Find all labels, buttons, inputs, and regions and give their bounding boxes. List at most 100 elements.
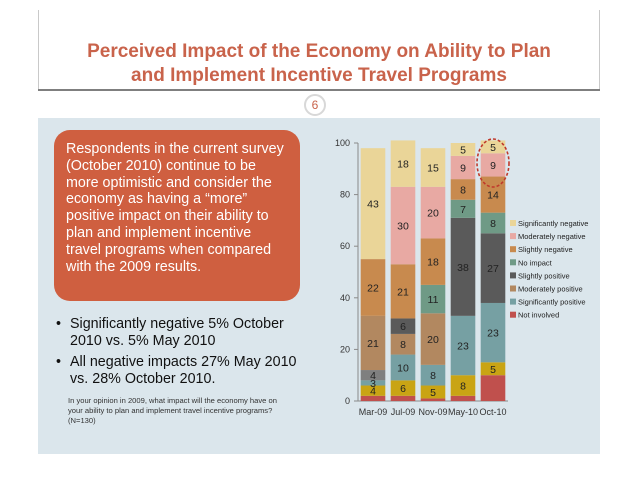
data-label: 8 xyxy=(400,339,406,351)
y-tick-label: 100 xyxy=(335,138,350,148)
bar-segment xyxy=(450,179,476,200)
data-label: 9 xyxy=(460,163,466,175)
data-label: 8 xyxy=(460,184,466,196)
bar-segment xyxy=(480,362,506,376)
data-label: 18 xyxy=(427,257,439,269)
bar-segment xyxy=(360,380,386,386)
data-label: 3 xyxy=(370,378,376,390)
legend-item: Slightly negative xyxy=(518,245,573,254)
bar-segment xyxy=(420,364,446,386)
data-label: 9 xyxy=(490,160,496,172)
data-label: 4 xyxy=(370,386,376,398)
data-label: 8 xyxy=(430,370,436,382)
bar-segment xyxy=(390,318,416,334)
bar-segment xyxy=(480,302,506,363)
legend-item: Significantly positive xyxy=(518,298,586,307)
callout-text: Respondents in the current survey (Octob… xyxy=(66,141,284,275)
bar-segment xyxy=(390,140,416,187)
bar-segment xyxy=(360,395,386,401)
bar-segment xyxy=(390,354,416,381)
footnote-line: In your opinion in 2009, what impact wil… xyxy=(68,396,277,405)
legend-item: Moderately positive xyxy=(518,285,583,294)
bar-segment xyxy=(360,315,386,371)
bar-segment xyxy=(480,233,506,303)
y-tick-label: 20 xyxy=(340,344,350,354)
bar-segment xyxy=(450,395,476,401)
summary-callout: Respondents in the current survey (Octob… xyxy=(54,130,300,301)
legend-item: Significantly negative xyxy=(518,219,588,228)
data-label: 8 xyxy=(490,218,496,230)
legend-swatch xyxy=(510,311,516,318)
data-label: 20 xyxy=(427,208,439,220)
y-tick-label: 60 xyxy=(340,241,350,251)
bar-segment xyxy=(420,385,446,399)
data-label: 23 xyxy=(487,328,499,340)
data-label: 14 xyxy=(487,190,499,202)
y-tick-label: 0 xyxy=(345,396,350,406)
bullet-item: All negative impacts 27% May 2010 vs. 28… xyxy=(56,354,306,387)
bar-segment xyxy=(450,155,476,180)
bar-segment xyxy=(390,380,416,396)
data-label: 20 xyxy=(427,334,439,346)
x-tick-label: Mar-09 xyxy=(359,407,388,417)
data-label: 30 xyxy=(397,221,409,233)
x-tick-label: Oct-10 xyxy=(479,407,506,417)
legend-item: Slightly positive xyxy=(518,271,570,280)
data-label: 5 xyxy=(490,142,496,154)
data-label: 7 xyxy=(460,204,466,216)
page-title: Perceived Impact of the Economy on Abili… xyxy=(38,40,600,88)
title-line-2: and Implement Incentive Travel Programs xyxy=(131,65,507,86)
bullet-list: Significantly negative 5% October 2010 v… xyxy=(56,316,306,392)
bar-segment xyxy=(390,333,416,355)
data-label: 23 xyxy=(457,341,469,353)
y-tick-label: 80 xyxy=(340,190,350,200)
data-label: 22 xyxy=(367,282,379,294)
bar-segment xyxy=(450,143,476,156)
data-label: 18 xyxy=(397,159,409,171)
data-label: 10 xyxy=(397,362,409,374)
data-label: 6 xyxy=(400,321,406,333)
bar-segment xyxy=(420,186,446,239)
survey-footnote: In your opinion in 2009, what impact wil… xyxy=(68,396,298,426)
data-label: 4 xyxy=(370,370,376,382)
data-label: 21 xyxy=(397,286,409,298)
data-label: 5 xyxy=(460,144,466,156)
legend-item: Not involved xyxy=(518,311,559,320)
bar-segment xyxy=(360,385,386,396)
bar-segment xyxy=(390,395,416,401)
data-label: 8 xyxy=(460,381,466,393)
legend-item: No impact xyxy=(518,258,553,267)
data-label: 11 xyxy=(428,294,439,306)
legend-swatch xyxy=(510,285,516,292)
title-box xyxy=(38,10,600,90)
data-label: 21 xyxy=(367,338,379,350)
bar-segment xyxy=(480,153,506,177)
title-line-1: Perceived Impact of the Economy on Abili… xyxy=(87,41,551,62)
legend-item: Moderately negative xyxy=(518,232,586,241)
bar-segment xyxy=(360,148,386,260)
legend-swatch xyxy=(510,246,516,253)
data-label: 15 xyxy=(427,163,439,175)
legend-swatch xyxy=(510,272,516,279)
bar-segment xyxy=(480,140,506,154)
title-divider xyxy=(38,89,600,91)
bar-segment xyxy=(420,148,446,187)
bar-segment xyxy=(480,212,506,234)
bar-segment xyxy=(360,370,386,381)
legend-swatch xyxy=(510,298,516,305)
bar-segment xyxy=(480,375,506,401)
legend-swatch xyxy=(510,233,516,240)
data-label: 38 xyxy=(457,262,469,274)
footnote-line: (N=130) xyxy=(68,416,96,425)
data-label: 6 xyxy=(400,383,406,395)
x-tick-label: Nov-09 xyxy=(418,407,447,417)
x-tick-label: Jul-09 xyxy=(391,407,416,417)
data-label: 43 xyxy=(367,199,379,211)
bar-segment xyxy=(450,199,476,218)
data-label: 5 xyxy=(430,387,436,399)
bar-segment xyxy=(450,375,476,396)
bar-segment xyxy=(360,259,386,316)
data-label: 27 xyxy=(487,263,499,275)
bar-segment xyxy=(420,313,446,365)
